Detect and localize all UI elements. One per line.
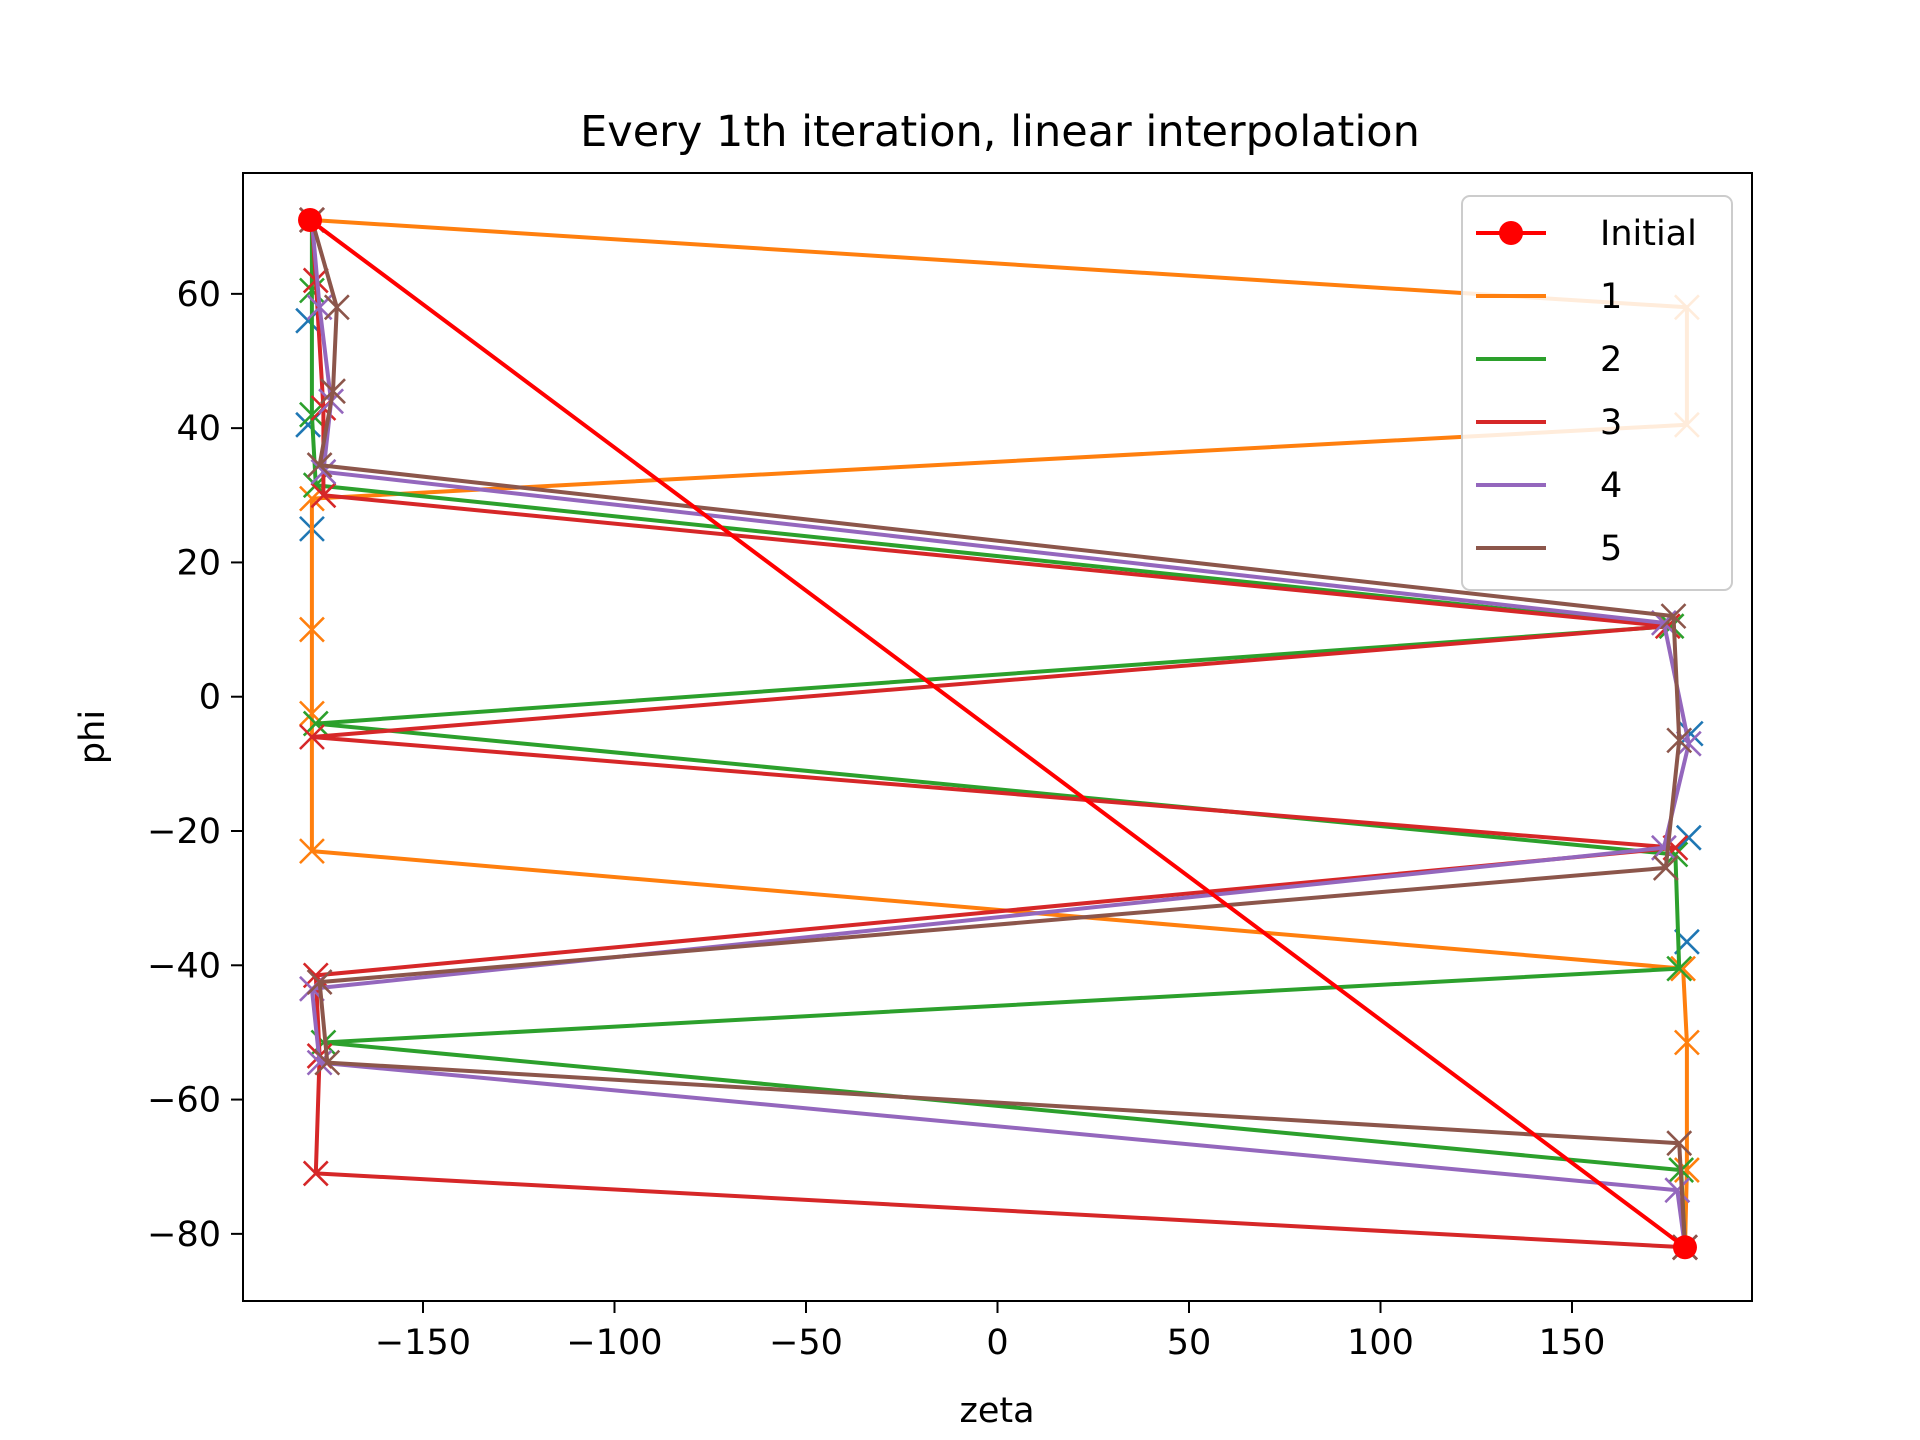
- y-tick-label: −60: [147, 1081, 221, 1121]
- legend-item: 5: [1476, 529, 1622, 569]
- data-point: [1666, 1130, 1693, 1157]
- x-axis: −150 −100 −50 0 50 100 150: [375, 1301, 1605, 1363]
- legend-label: 1: [1600, 277, 1622, 317]
- x-tick-label: −50: [769, 1323, 843, 1363]
- x-tick-label: 100: [1347, 1323, 1414, 1363]
- y-tick-label: −20: [147, 812, 221, 852]
- legend: Initial 1 2 3 4 5: [1461, 195, 1733, 591]
- data-point: [310, 482, 337, 509]
- data-point: [323, 294, 350, 321]
- y-tick-label: −40: [147, 946, 221, 986]
- y-tick-label: 40: [176, 409, 221, 449]
- series-line: [308, 218, 1687, 1249]
- data-point: [299, 838, 325, 865]
- x-tick-label: −150: [375, 1323, 471, 1363]
- plot-area: [295, 207, 1704, 1261]
- data-point: [1650, 834, 1677, 861]
- legend-item: 2: [1476, 340, 1622, 380]
- data-point: [1673, 1029, 1700, 1056]
- legend-box: [1461, 195, 1733, 591]
- data-point: [1666, 727, 1693, 754]
- unlinked-marker: [1677, 720, 1704, 747]
- legend-marker: [1499, 221, 1523, 245]
- x-tick-label: −100: [566, 1323, 662, 1363]
- x-tick-label: 50: [1167, 1323, 1212, 1363]
- y-tick-label: −80: [147, 1215, 221, 1255]
- data-point: [302, 1160, 329, 1187]
- legend-item: 1: [1476, 277, 1622, 317]
- legend-label: 3: [1600, 403, 1622, 443]
- x-tick-label: 0: [986, 1323, 1008, 1363]
- data-point: [299, 616, 325, 643]
- legend-label: 4: [1600, 466, 1622, 506]
- legend-label: Initial: [1600, 214, 1697, 254]
- data-point: [310, 458, 337, 485]
- legend-label: 5: [1600, 529, 1622, 569]
- y-tick-label: 60: [176, 275, 221, 315]
- data-point: [314, 1049, 341, 1076]
- x-axis-label: zeta: [959, 1391, 1034, 1431]
- y-tick-label: 20: [176, 543, 221, 583]
- legend-item: 4: [1476, 466, 1622, 506]
- data-point: [306, 969, 333, 995]
- legend-label: 2: [1600, 340, 1622, 380]
- chart-title: Every 1th iteration, linear interpolatio…: [580, 107, 1420, 157]
- data-point: [1664, 1177, 1691, 1204]
- unlinked-marker: [1675, 824, 1702, 851]
- data-point: [1658, 613, 1685, 640]
- data-point: [320, 378, 346, 405]
- y-axis-label: phi: [73, 710, 113, 764]
- y-axis: −80 −60 −40 −20 0 20 40 60: [147, 275, 243, 1255]
- data-point: [298, 208, 323, 232]
- x-tick-label: 150: [1539, 1323, 1606, 1363]
- data-point: [1652, 855, 1679, 881]
- data-point: [299, 401, 325, 428]
- data-point: [299, 724, 325, 750]
- data-point: [1660, 603, 1687, 630]
- series-initial: [298, 208, 1697, 1260]
- data-point: [1672, 1235, 1697, 1260]
- data-point: [1670, 955, 1696, 982]
- legend-item: Initial: [1476, 214, 1697, 254]
- unlinked-markers: [295, 307, 1704, 955]
- y-tick-label: 0: [199, 678, 221, 718]
- data-point: [306, 452, 333, 478]
- legend-item: 3: [1476, 403, 1622, 443]
- data-point: [1666, 955, 1693, 982]
